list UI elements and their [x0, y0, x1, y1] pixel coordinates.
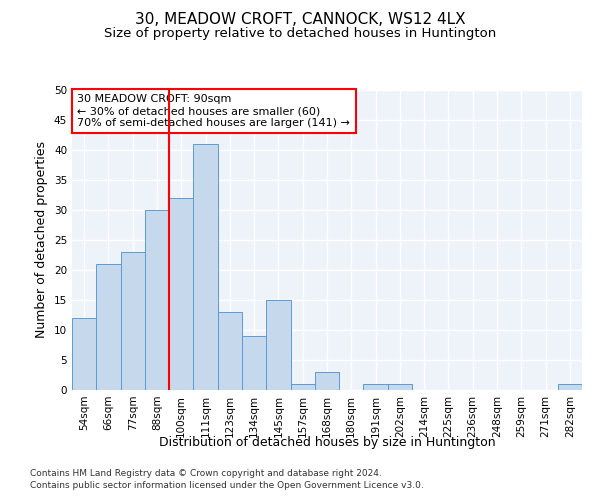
Bar [558, 384, 582, 390]
Bar [96, 264, 121, 390]
Text: Size of property relative to detached houses in Huntington: Size of property relative to detached ho… [104, 28, 496, 40]
Text: 30, MEADOW CROFT, CANNOCK, WS12 4LX: 30, MEADOW CROFT, CANNOCK, WS12 4LX [134, 12, 466, 28]
Text: Contains public sector information licensed under the Open Government Licence v3: Contains public sector information licen… [30, 481, 424, 490]
Text: Distribution of detached houses by size in Huntington: Distribution of detached houses by size … [158, 436, 496, 449]
Bar [193, 144, 218, 390]
Bar [290, 384, 315, 390]
Bar [388, 384, 412, 390]
Bar [145, 210, 169, 390]
Bar [364, 384, 388, 390]
Bar [266, 300, 290, 390]
Text: 30 MEADOW CROFT: 90sqm
← 30% of detached houses are smaller (60)
70% of semi-det: 30 MEADOW CROFT: 90sqm ← 30% of detached… [77, 94, 350, 128]
Text: Contains HM Land Registry data © Crown copyright and database right 2024.: Contains HM Land Registry data © Crown c… [30, 468, 382, 477]
Bar [242, 336, 266, 390]
Bar [72, 318, 96, 390]
Bar [169, 198, 193, 390]
Bar [218, 312, 242, 390]
Bar [315, 372, 339, 390]
Y-axis label: Number of detached properties: Number of detached properties [35, 142, 49, 338]
Bar [121, 252, 145, 390]
